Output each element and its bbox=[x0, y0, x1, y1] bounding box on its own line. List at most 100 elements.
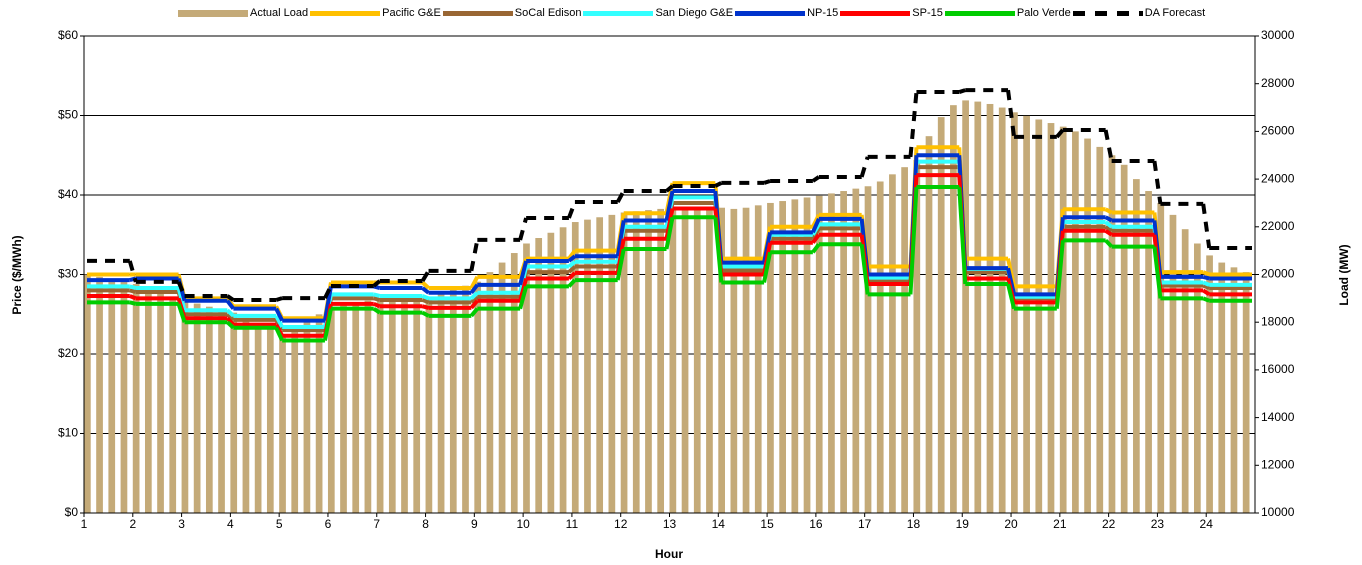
step-connector bbox=[274, 314, 284, 328]
load-bar bbox=[388, 298, 396, 513]
legend-label: NP-15 bbox=[807, 7, 839, 19]
legend-swatch bbox=[442, 10, 513, 16]
legend-label: Pacific G&E bbox=[382, 7, 441, 19]
load-bar bbox=[681, 207, 689, 513]
load-bar bbox=[535, 238, 543, 513]
load-bar bbox=[401, 299, 408, 513]
load-bar bbox=[998, 107, 1006, 514]
step-connector bbox=[275, 296, 283, 302]
load-bar bbox=[266, 328, 274, 513]
load-bar bbox=[632, 211, 640, 514]
step-connector bbox=[176, 303, 187, 323]
x-tick-label: 21 bbox=[1053, 517, 1067, 531]
load-bar bbox=[218, 309, 225, 513]
step-connector bbox=[127, 260, 138, 283]
step-connector bbox=[421, 294, 430, 301]
load-bar bbox=[571, 222, 579, 513]
y-tick-label: $50 bbox=[58, 108, 78, 122]
load-bar bbox=[950, 105, 957, 513]
legend-item: Actual Load bbox=[178, 7, 308, 19]
load-bar bbox=[1133, 179, 1140, 513]
legend-swatch bbox=[840, 10, 911, 16]
step-connector bbox=[274, 307, 284, 322]
x-tick-label: 23 bbox=[1151, 517, 1165, 531]
load-bar bbox=[1145, 191, 1152, 513]
x-tick-label: 1 bbox=[81, 517, 88, 531]
step-connector bbox=[372, 307, 381, 315]
step-connector bbox=[469, 239, 480, 272]
load-bar bbox=[828, 193, 835, 513]
step-connector bbox=[811, 243, 821, 254]
step-connector bbox=[1202, 270, 1210, 277]
load-bar bbox=[596, 217, 604, 513]
x-tick-label: 4 bbox=[227, 517, 234, 531]
x-tick-label: 11 bbox=[566, 517, 579, 531]
y-tick-label: $60 bbox=[58, 28, 78, 42]
load-bar bbox=[693, 208, 701, 513]
x-tick-label: 17 bbox=[858, 517, 872, 531]
load-bar bbox=[608, 214, 616, 513]
load-bar bbox=[462, 285, 469, 513]
load-bar bbox=[230, 312, 238, 513]
load-bar bbox=[584, 219, 591, 513]
y2-tick-label: 16000 bbox=[1261, 362, 1295, 376]
step-connector bbox=[664, 190, 675, 221]
step-connector bbox=[226, 294, 235, 302]
load-bar bbox=[1059, 126, 1067, 513]
step-connector bbox=[373, 292, 381, 298]
step-connector bbox=[859, 244, 870, 295]
load-bar bbox=[242, 317, 250, 513]
load-bar bbox=[486, 272, 494, 513]
load-bar bbox=[1072, 131, 1079, 513]
step-connector bbox=[469, 299, 479, 310]
y2-tick-label: 28000 bbox=[1261, 76, 1295, 90]
step-connector bbox=[1104, 207, 1113, 215]
plot-border bbox=[83, 35, 1256, 514]
x-tick-label: 12 bbox=[614, 517, 628, 531]
load-bar bbox=[718, 207, 726, 513]
step-connector bbox=[762, 231, 773, 263]
load-bar bbox=[1218, 262, 1226, 513]
price-lines bbox=[87, 88, 1252, 343]
step-connector bbox=[957, 186, 968, 285]
step-connector bbox=[421, 280, 430, 290]
load-bar bbox=[413, 298, 421, 513]
step-connector bbox=[664, 216, 675, 250]
step-connector bbox=[1055, 128, 1065, 139]
load-bar bbox=[437, 294, 445, 513]
load-bar bbox=[645, 210, 652, 514]
step-connector bbox=[1104, 225, 1113, 233]
step-connector bbox=[1202, 274, 1210, 281]
load-bar bbox=[876, 181, 884, 514]
step-connector bbox=[1054, 240, 1065, 309]
step-connector bbox=[518, 277, 529, 302]
load-bar bbox=[108, 279, 116, 513]
step-connector bbox=[1152, 246, 1163, 299]
load-bar bbox=[1096, 146, 1104, 513]
y-tick-label: $30 bbox=[58, 267, 78, 281]
x-tick-label: 13 bbox=[663, 517, 677, 531]
load-bar bbox=[1169, 214, 1177, 513]
load-bar bbox=[340, 305, 347, 513]
load-bar bbox=[815, 195, 823, 514]
step-connector bbox=[1104, 229, 1113, 237]
step-connector bbox=[129, 300, 137, 306]
load-bar bbox=[303, 321, 311, 513]
x-axis-label: Hour bbox=[655, 547, 683, 561]
step-connector bbox=[176, 287, 187, 311]
y2-tick-label: 10000 bbox=[1261, 505, 1295, 519]
y2-tick-label: 26000 bbox=[1261, 124, 1295, 138]
step-connector bbox=[908, 91, 919, 158]
step-connector bbox=[615, 190, 626, 203]
x-tick-label: 7 bbox=[373, 517, 380, 531]
x-tick-label: 15 bbox=[760, 517, 774, 531]
legend-label: Palo Verde bbox=[1016, 7, 1071, 19]
step-connector bbox=[567, 254, 577, 263]
step-connector bbox=[908, 186, 919, 295]
load-bar bbox=[1194, 243, 1201, 513]
load-bar bbox=[1011, 112, 1018, 513]
y-axis-label: Price ($/MWh) bbox=[10, 235, 24, 314]
step-connector bbox=[469, 291, 479, 300]
step-connector bbox=[225, 299, 235, 310]
